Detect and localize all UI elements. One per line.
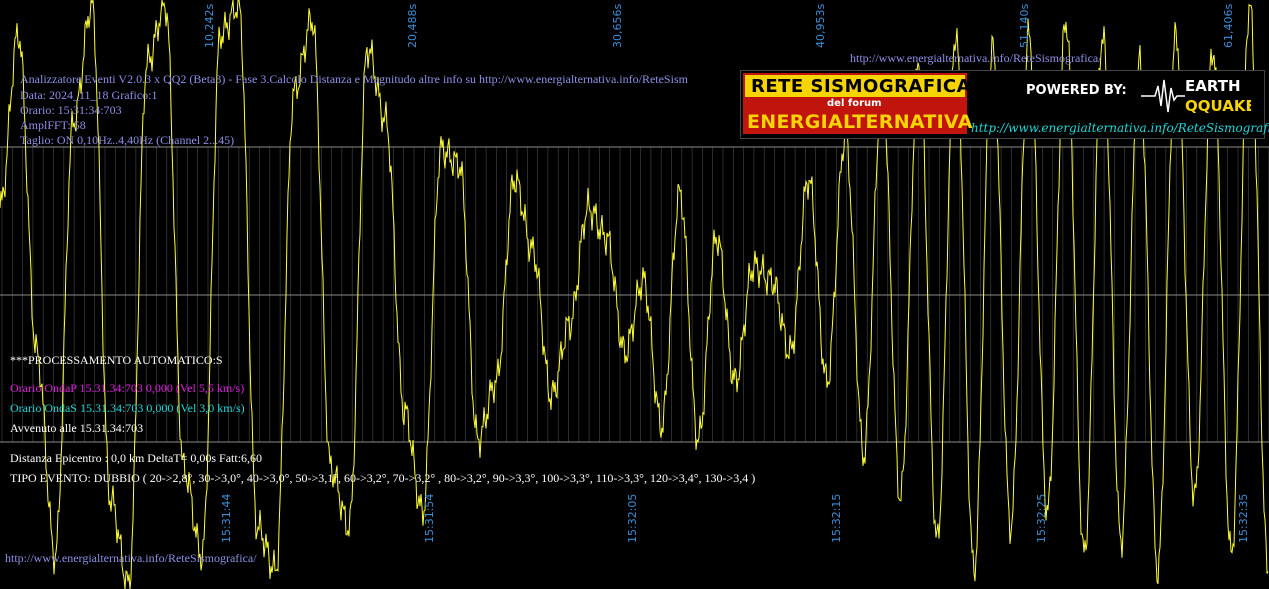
top-tick-label: 40,953s xyxy=(814,4,827,48)
top-tick-label: 30,656s xyxy=(611,4,624,48)
banner-forum-name: ENERGIALTERNATIVA xyxy=(747,111,973,133)
header-line-5: Taglio: ON 0,10Hz..4,40Hz (Channel 2...4… xyxy=(20,133,235,147)
onda-s-time: Orario OndaS 15.31.34:703 0,000 (Vel 3,0… xyxy=(10,401,245,415)
header-line-1: Analizzatore Eventi V2.0.3 x QQ2 (Beta3)… xyxy=(20,72,688,86)
bottom-tick-label: 15:31:54 xyxy=(423,494,436,543)
top-tick-label: 51,140s xyxy=(1018,4,1031,48)
logo-quake-text: QQUAKE xyxy=(1185,97,1251,115)
bottom-tick-label: 15:32:05 xyxy=(626,494,639,543)
top-time-ticks: 10,242s 20,488s 30,656s 40,953s 51,140s 61,40… xyxy=(203,4,1235,48)
top-tick-label: 10,242s xyxy=(203,4,216,48)
earthquake-logo: EARTH QQUAKE xyxy=(1141,77,1251,115)
banner-title: RETE SISMOGRAFICA xyxy=(751,76,972,97)
onda-p-time: Orario OndaP 15.31.34:703 0,000 (Vel 5,5… xyxy=(10,381,245,395)
bottom-tick-label: 15:32:35 xyxy=(1237,494,1250,543)
banner-url-link[interactable]: http://www.energialternativa.info/ReteSi… xyxy=(971,121,1269,135)
logo-earth-text: EARTH xyxy=(1185,77,1241,95)
bottom-tick-label: 15:31:44 xyxy=(220,494,233,543)
bottom-clock-ticks: 15:31:44 15:31:54 15:32:05 15:32:15 15:32:25… xyxy=(220,494,1250,543)
header-line-2: Data: 2024_11_18 Grafico:1 xyxy=(20,88,158,102)
event-time: Avvenuto alle 15.31.34:703 xyxy=(10,421,144,435)
header-line-4: AmplFFT: 58 xyxy=(20,118,86,132)
bottom-tick-label: 15:32:25 xyxy=(1035,494,1048,543)
banner-yellow-strip xyxy=(745,75,965,97)
banner-subtitle: del forum xyxy=(827,98,882,109)
rete-sismografica-banner: RETE SISMOGRAFICA del forum ENERGIALTERN… xyxy=(740,70,1269,139)
powered-by-label: POWERED BY: xyxy=(1026,83,1127,98)
bottom-url-link[interactable]: http://www.energialternativa.info/ReteSi… xyxy=(5,551,257,565)
bottom-tick-label: 15:32:15 xyxy=(830,494,843,543)
seismograph-wave-icon xyxy=(1141,79,1185,113)
processing-title: ***PROCESSAMENTO AUTOMATICO:S xyxy=(10,353,223,367)
top-url-link[interactable]: http://www.energialternativa.info/ReteSi… xyxy=(850,51,1102,65)
event-type: TIPO EVENTO: DUBBIO ( 20->2,8°, 30->3,0°… xyxy=(10,471,756,485)
top-tick-label: 20,488s xyxy=(406,4,419,48)
epicenter-distance: Distanza Epicentro : 0,0 km DeltaT= 0,00… xyxy=(10,451,263,465)
top-tick-label: 61,406s xyxy=(1222,4,1235,48)
header-line-3: Orario: 15:31:34:703 xyxy=(20,103,122,117)
